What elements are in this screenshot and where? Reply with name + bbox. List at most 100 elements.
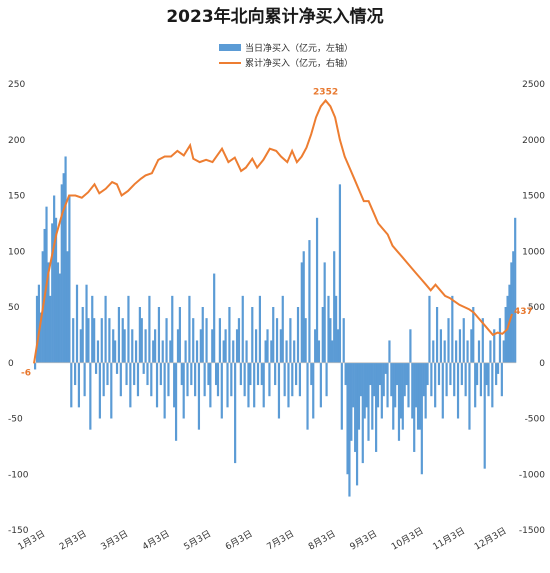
bar <box>453 362 456 397</box>
left-axis-ticks: 250 200 150 100 50 0 -50 -100 -150 <box>8 80 29 536</box>
bar <box>325 362 328 397</box>
bar <box>346 362 349 475</box>
bar <box>62 173 65 363</box>
bar <box>500 362 503 397</box>
bar <box>449 362 452 386</box>
bar <box>89 362 92 430</box>
bar <box>493 329 496 363</box>
bar <box>432 340 435 363</box>
bar <box>256 362 260 386</box>
bar <box>392 362 395 430</box>
bar <box>411 362 414 419</box>
bar <box>214 362 218 386</box>
right-tick-label: -1000 <box>519 470 545 480</box>
legend: 当日净买入（亿元，左轴） 累计净买入（亿元，右轴） <box>219 42 353 69</box>
left-tick-label: 250 <box>8 80 25 90</box>
bar <box>355 362 359 486</box>
bar <box>472 307 475 363</box>
bar <box>363 362 366 419</box>
bar <box>462 318 465 363</box>
bar <box>195 340 199 363</box>
right-axis-ticks: 2500 2000 1500 1000 500 0 -500 -1000 -1500 <box>519 80 545 536</box>
bar <box>165 318 168 363</box>
bar <box>176 329 180 363</box>
legend-label-line: 累计净买入（亿元，右轴） <box>245 57 353 69</box>
bar <box>315 217 319 363</box>
bar <box>270 340 273 363</box>
bar <box>110 362 113 419</box>
x-tick-label: 2月3日 <box>58 528 89 552</box>
bar <box>357 362 361 430</box>
bar <box>184 340 187 363</box>
annotations: 2352 -6 437 <box>21 88 533 379</box>
bar <box>420 362 423 475</box>
bar <box>352 362 355 408</box>
bar <box>146 362 149 386</box>
bar <box>211 329 214 363</box>
bar <box>321 307 324 363</box>
bar <box>182 362 185 419</box>
bar <box>407 362 410 408</box>
bar <box>66 251 69 363</box>
bar <box>251 307 254 363</box>
bar <box>327 295 330 363</box>
bar <box>495 362 498 386</box>
bar <box>96 340 100 363</box>
bar <box>335 295 338 363</box>
bar <box>123 329 126 363</box>
bar <box>154 329 157 363</box>
bar <box>243 362 246 397</box>
bar <box>475 362 479 386</box>
bar <box>173 362 176 408</box>
x-tick-label: 9月3日 <box>348 528 379 552</box>
bar <box>264 340 267 363</box>
bar <box>424 362 427 419</box>
bar <box>439 329 442 363</box>
chart-title: 2023年北向累计净买入情况 <box>166 6 383 27</box>
bar <box>234 362 237 464</box>
bar <box>367 362 370 441</box>
bar <box>98 362 101 419</box>
bar <box>365 362 368 408</box>
bar <box>159 362 162 386</box>
bar <box>239 362 242 386</box>
bar <box>87 318 90 363</box>
bar <box>216 362 220 397</box>
bar <box>93 318 96 363</box>
bar <box>312 362 315 419</box>
bar <box>483 362 486 469</box>
left-tick-label: -50 <box>8 415 23 425</box>
bar <box>380 362 383 419</box>
left-tick-label: 50 <box>8 303 20 313</box>
bar <box>237 318 241 363</box>
daily-net-buy-series <box>34 156 517 497</box>
bar <box>70 362 73 408</box>
left-tick-label: 0 <box>8 359 14 369</box>
right-tick-label: -1500 <box>519 526 545 536</box>
right-tick-label: 500 <box>528 303 545 313</box>
bar <box>502 340 505 363</box>
bar <box>249 362 252 386</box>
annotation-label: 2352 <box>313 88 338 98</box>
bar <box>304 318 307 363</box>
bar <box>468 362 471 430</box>
bar <box>390 362 393 397</box>
bar <box>85 284 88 363</box>
left-tick-label: -150 <box>8 526 29 536</box>
bar <box>371 362 374 430</box>
bar <box>138 307 141 363</box>
bar <box>266 329 269 363</box>
bar <box>426 362 429 386</box>
right-tick-label: 2000 <box>522 136 545 146</box>
bar <box>235 329 239 363</box>
bar <box>192 318 195 363</box>
bar <box>83 362 86 397</box>
bar <box>161 340 164 363</box>
bar <box>403 362 406 397</box>
bar <box>455 340 458 363</box>
bar <box>310 362 313 386</box>
bar <box>34 362 37 370</box>
bar <box>136 362 140 397</box>
bar <box>169 340 172 363</box>
